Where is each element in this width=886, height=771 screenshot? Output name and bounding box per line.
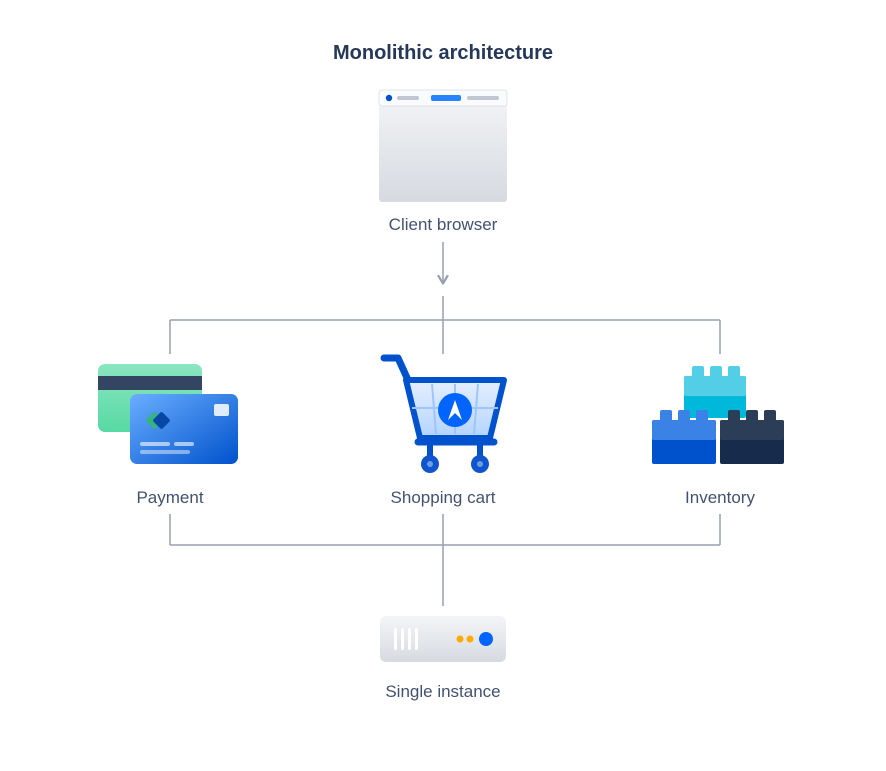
shopping-cart-icon	[378, 350, 512, 476]
payment-label: Payment	[90, 488, 250, 508]
payment-icon	[90, 360, 250, 470]
client-browser-label: Client browser	[343, 215, 543, 235]
shopping-cart-label: Shopping cart	[343, 488, 543, 508]
diagram-title: Monolithic architecture	[0, 42, 886, 65]
single-instance-icon	[378, 612, 508, 667]
inventory-label: Inventory	[640, 488, 800, 508]
client-browser-icon	[373, 86, 513, 206]
inventory-icon	[636, 358, 804, 472]
single-instance-label: Single instance	[343, 682, 543, 702]
